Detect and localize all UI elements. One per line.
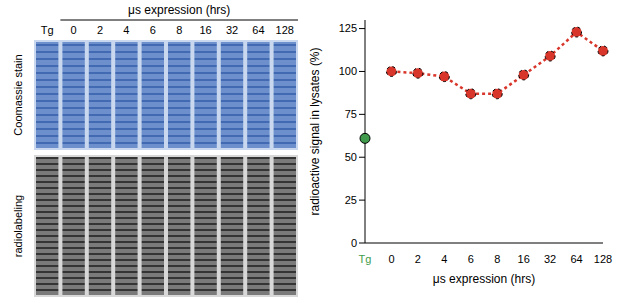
svg-text:4: 4 xyxy=(123,24,129,36)
svg-text:16: 16 xyxy=(518,253,530,265)
svg-text:2: 2 xyxy=(415,253,421,265)
svg-text:0: 0 xyxy=(71,24,77,36)
svg-text:6: 6 xyxy=(150,24,156,36)
svg-text:0: 0 xyxy=(351,237,357,249)
svg-text:radiolabeling: radiolabeling xyxy=(12,195,24,257)
svg-text:128: 128 xyxy=(276,24,294,36)
svg-text:64: 64 xyxy=(252,24,264,36)
svg-text:128: 128 xyxy=(594,253,612,265)
svg-text:50: 50 xyxy=(345,151,357,163)
svg-text:64: 64 xyxy=(570,253,582,265)
svg-text:radioactive signal in lysates: radioactive signal in lysates (%) xyxy=(308,47,322,215)
svg-text:8: 8 xyxy=(494,253,500,265)
svg-text:μs expression (hrs): μs expression (hrs) xyxy=(433,272,535,286)
svg-text:6: 6 xyxy=(468,253,474,265)
svg-text:8: 8 xyxy=(176,24,182,36)
svg-text:75: 75 xyxy=(345,108,357,120)
svg-text:32: 32 xyxy=(226,24,238,36)
svg-text:16: 16 xyxy=(199,24,211,36)
svg-text:μs expression (hrs): μs expression (hrs) xyxy=(128,3,230,17)
svg-text:Tg: Tg xyxy=(359,253,372,265)
svg-text:Coomassie stain: Coomassie stain xyxy=(12,54,24,135)
svg-text:100: 100 xyxy=(339,65,357,77)
svg-text:125: 125 xyxy=(339,22,357,34)
svg-text:25: 25 xyxy=(345,194,357,206)
svg-text:4: 4 xyxy=(441,253,447,265)
svg-text:0: 0 xyxy=(388,253,394,265)
svg-text:32: 32 xyxy=(544,253,556,265)
svg-text:2: 2 xyxy=(97,24,103,36)
svg-text:Tg: Tg xyxy=(41,24,54,36)
